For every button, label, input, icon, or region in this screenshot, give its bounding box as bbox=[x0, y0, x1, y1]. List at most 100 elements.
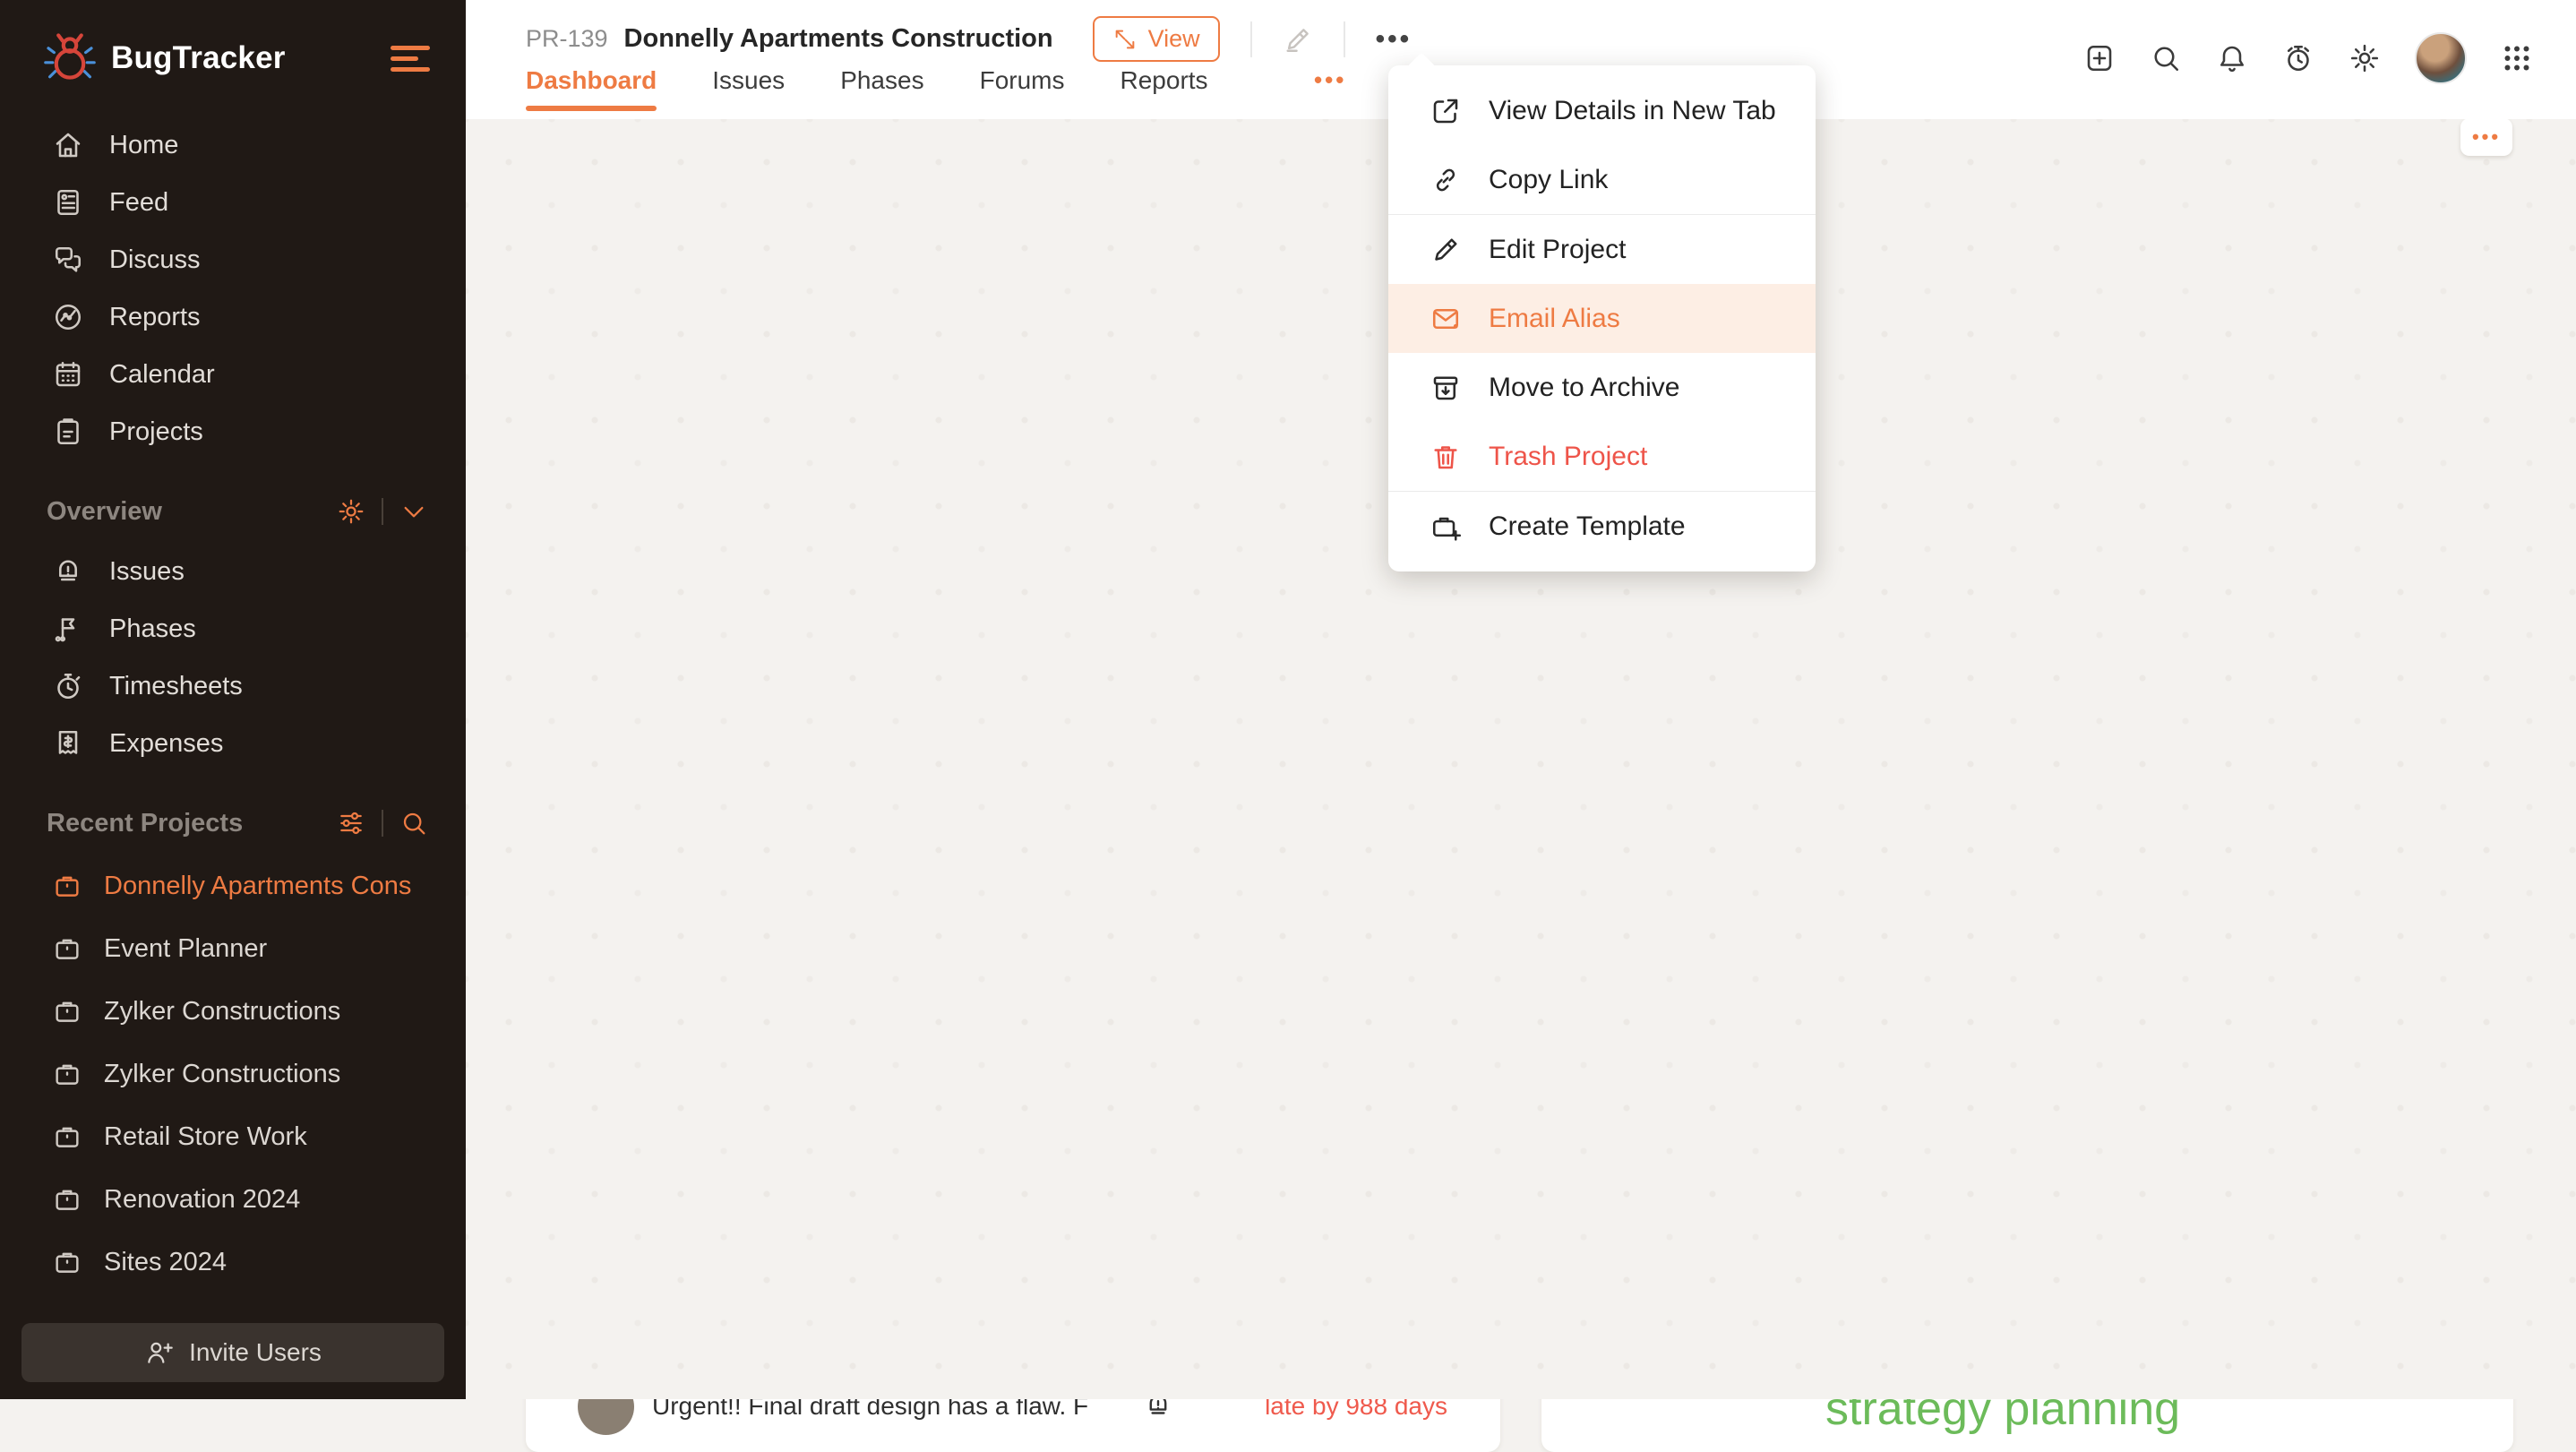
dashboard-content bbox=[466, 119, 2576, 1399]
briefcase-icon bbox=[52, 1184, 82, 1215]
sidebar-nav: Home Feed Discuss Reports Calendar bbox=[0, 116, 466, 460]
reports-icon bbox=[52, 301, 84, 333]
menu-item-label: Copy Link bbox=[1489, 164, 1609, 194]
sidebar-nav-item[interactable]: Reports bbox=[0, 288, 466, 346]
sidebar-overview-label: Issues bbox=[109, 556, 185, 586]
archive-icon bbox=[1430, 372, 1462, 404]
bug-logo-icon bbox=[41, 30, 99, 87]
menu-item-label: View Details in New Tab bbox=[1489, 95, 1776, 125]
link-icon bbox=[1430, 164, 1462, 196]
user-avatar[interactable] bbox=[2415, 32, 2467, 84]
menu-item[interactable]: Move to Archive bbox=[1388, 353, 1816, 422]
sidebar-nav-label: Projects bbox=[109, 417, 203, 446]
menu-item[interactable]: Email Alias bbox=[1388, 284, 1816, 353]
recent-projects-section-header: Recent Projects bbox=[0, 792, 466, 855]
edit-pencil-icon[interactable] bbox=[1283, 24, 1313, 55]
home-icon bbox=[52, 129, 84, 161]
invite-users-button[interactable]: Invite Users bbox=[21, 1323, 444, 1382]
recent-project-item[interactable]: Event Planner bbox=[0, 917, 466, 980]
header: PR-139 Donnelly Apartments Construction … bbox=[466, 0, 2576, 119]
recent-project-label: Event Planner bbox=[104, 933, 268, 963]
recent-project-label: Zylker Constructions bbox=[104, 1059, 341, 1088]
sidebar-overview-item[interactable]: Phases bbox=[0, 600, 466, 657]
project-search-icon[interactable] bbox=[399, 809, 428, 838]
overview-section-header: Overview bbox=[0, 480, 466, 543]
issues-icon bbox=[52, 555, 84, 588]
project-code: PR-139 bbox=[526, 25, 608, 52]
sidebar-nav-item[interactable]: Feed bbox=[0, 174, 466, 231]
sidebar-nav-item[interactable]: Projects bbox=[0, 403, 466, 460]
recent-project-label: Zylker Constructions bbox=[104, 996, 341, 1026]
invite-users-label: Invite Users bbox=[189, 1338, 322, 1366]
tab[interactable]: Issues bbox=[712, 66, 786, 94]
add-new-icon[interactable] bbox=[2083, 42, 2116, 74]
tab[interactable]: Phases bbox=[840, 66, 924, 94]
timer-icon[interactable] bbox=[2282, 42, 2314, 74]
sidebar-nav-label: Reports bbox=[109, 302, 201, 331]
menu-item[interactable]: Create Template bbox=[1388, 492, 1816, 561]
timesheets-icon bbox=[52, 670, 84, 702]
discuss-icon bbox=[52, 244, 84, 276]
tab[interactable]: Dashboard bbox=[526, 66, 657, 111]
hamburger-menu-icon[interactable] bbox=[391, 39, 430, 78]
briefcase-icon bbox=[52, 996, 82, 1027]
dashboard-more-button[interactable]: ••• bbox=[2460, 118, 2512, 156]
recent-project-item[interactable]: Donnelly Apartments Cons bbox=[0, 855, 466, 917]
menu-item[interactable]: View Details in New Tab bbox=[1388, 76, 1816, 145]
sidebar-overview-label: Phases bbox=[109, 614, 196, 643]
menu-item[interactable]: Edit Project bbox=[1388, 215, 1816, 284]
sidebar-nav-label: Discuss bbox=[109, 245, 201, 274]
recent-project-item[interactable]: Zylker Constructions bbox=[0, 980, 466, 1043]
overview-collapse-chevron-down-icon[interactable] bbox=[399, 497, 428, 526]
recent-projects-title: Recent Projects bbox=[47, 808, 244, 838]
tab-bar: Dashboard Issues Phases Forums Reports bbox=[526, 66, 1208, 111]
overview-items: Issues Phases Timesheets Expenses bbox=[0, 543, 466, 772]
tab[interactable]: Reports bbox=[1120, 66, 1208, 94]
pencil-icon bbox=[1430, 234, 1462, 266]
menu-item-label: Move to Archive bbox=[1489, 372, 1680, 402]
filter-sliders-icon[interactable] bbox=[337, 809, 365, 838]
view-switch-icon bbox=[1112, 27, 1138, 52]
apps-grid-icon[interactable] bbox=[2501, 42, 2533, 74]
recent-project-item[interactable]: Retail Store Work bbox=[0, 1105, 466, 1168]
overview-title: Overview bbox=[47, 496, 162, 526]
project-more-button[interactable]: ••• bbox=[1375, 23, 1413, 54]
settings-gear-icon[interactable] bbox=[2348, 42, 2381, 74]
recent-projects-list: Donnelly Apartments Cons Event Planner Z… bbox=[0, 855, 466, 1293]
menu-item-label: Edit Project bbox=[1489, 234, 1627, 264]
menu-item[interactable]: Trash Project bbox=[1388, 422, 1816, 492]
sidebar-overview-item[interactable]: Issues bbox=[0, 543, 466, 600]
tabs-more-button[interactable]: ••• bbox=[1314, 66, 1347, 93]
sidebar-nav-label: Calendar bbox=[109, 359, 215, 389]
view-button[interactable]: View bbox=[1092, 16, 1220, 62]
projects-icon bbox=[52, 416, 84, 448]
recent-project-item[interactable]: Renovation 2024 bbox=[0, 1168, 466, 1231]
external-link-icon bbox=[1430, 95, 1462, 127]
menu-item-label: Email Alias bbox=[1489, 303, 1620, 333]
sidebar-nav-item[interactable]: Calendar bbox=[0, 346, 466, 403]
sidebar-overview-item[interactable]: Expenses bbox=[0, 715, 466, 772]
sidebar-overview-label: Expenses bbox=[109, 728, 224, 758]
calendar-icon bbox=[52, 358, 84, 391]
recent-project-item[interactable]: Sites 2024 bbox=[0, 1231, 466, 1293]
sidebar: BugTracker Home Feed Discuss Reports bbox=[0, 0, 466, 1399]
phases-icon bbox=[52, 613, 84, 645]
app-title: BugTracker bbox=[111, 40, 286, 75]
sidebar-overview-item[interactable]: Timesheets bbox=[0, 657, 466, 715]
overview-settings-gear-icon[interactable] bbox=[337, 497, 365, 526]
tab[interactable]: Forums bbox=[979, 66, 1065, 94]
sidebar-nav-item[interactable]: Home bbox=[0, 116, 466, 174]
trash-icon bbox=[1430, 441, 1462, 473]
sidebar-nav-label: Feed bbox=[109, 187, 169, 217]
briefcase-icon bbox=[52, 871, 82, 901]
notifications-bell-icon[interactable] bbox=[2216, 42, 2248, 74]
briefcase-icon bbox=[52, 1247, 82, 1277]
recent-project-item[interactable]: Zylker Constructions bbox=[0, 1043, 466, 1105]
expenses-icon bbox=[52, 727, 84, 760]
sidebar-overview-label: Timesheets bbox=[109, 671, 243, 700]
search-icon[interactable] bbox=[2150, 42, 2182, 74]
briefcase-icon bbox=[52, 1121, 82, 1152]
divider bbox=[382, 498, 383, 525]
menu-item[interactable]: Copy Link bbox=[1388, 145, 1816, 215]
sidebar-nav-item[interactable]: Discuss bbox=[0, 231, 466, 288]
